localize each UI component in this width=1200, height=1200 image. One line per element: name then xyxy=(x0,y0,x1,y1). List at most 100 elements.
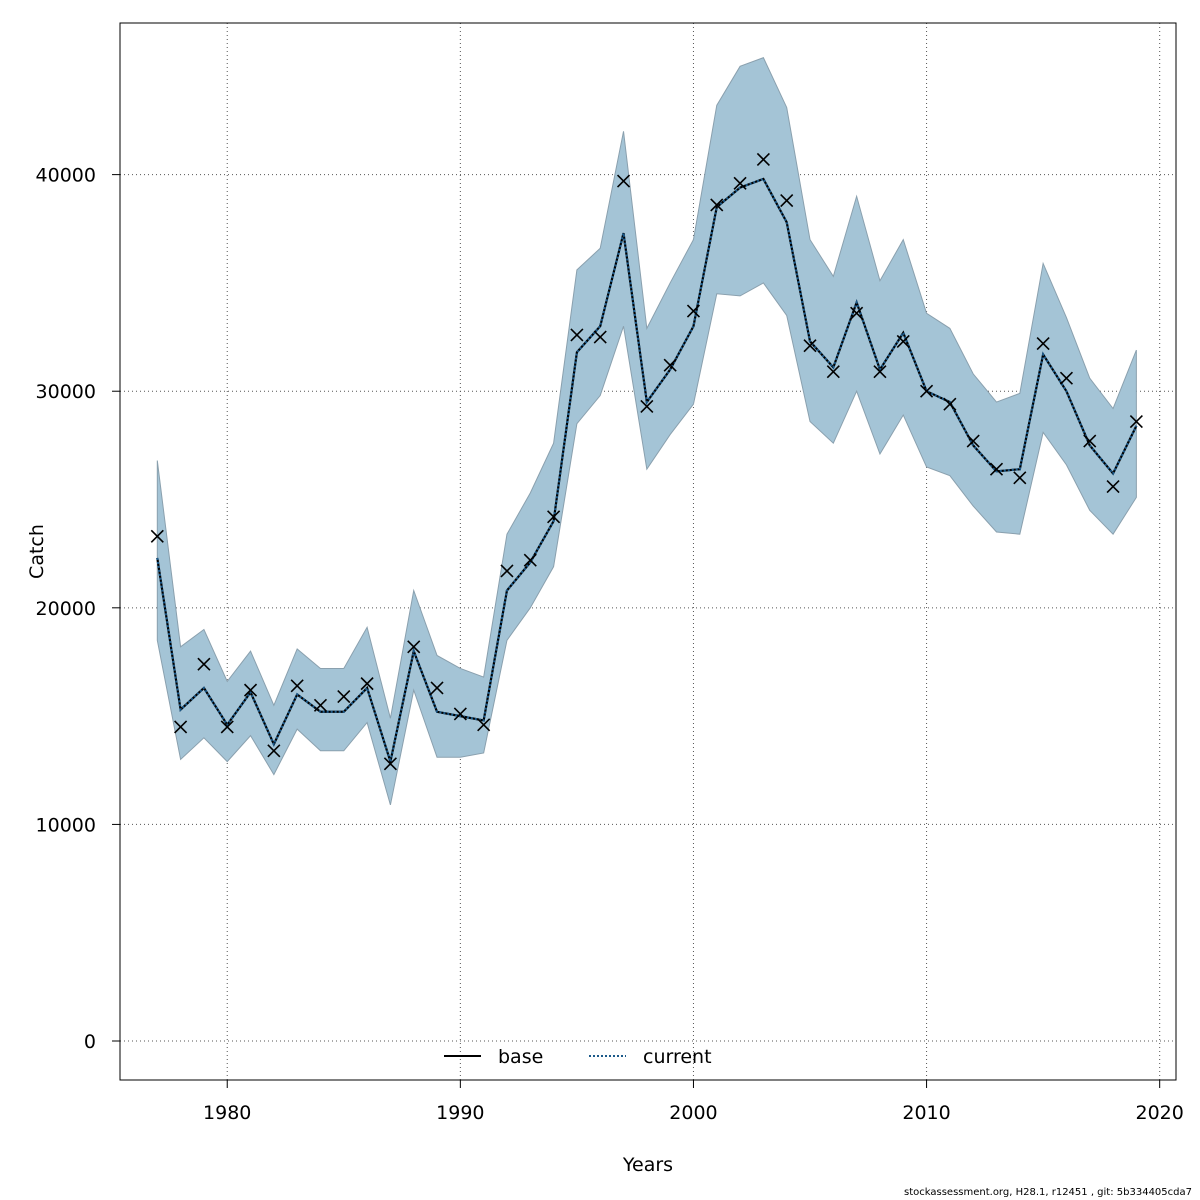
x-tick-label: 2010 xyxy=(902,1102,950,1124)
observed-point xyxy=(290,679,304,693)
observed-point-stroke xyxy=(174,720,188,734)
observed-point-stroke xyxy=(780,194,794,208)
observed-point xyxy=(1013,471,1027,485)
observed-point-stroke xyxy=(803,339,817,353)
y-tick-label: 20000 xyxy=(36,598,96,620)
y-tick-label: 40000 xyxy=(36,165,96,187)
observed-point xyxy=(593,330,607,344)
observed-point xyxy=(360,677,374,691)
observed-point xyxy=(220,720,234,734)
x-axis-title: Years xyxy=(622,1154,673,1176)
observed-point-stroke xyxy=(1013,471,1027,485)
observed-point-stroke xyxy=(1083,434,1097,448)
plot-frame xyxy=(119,22,1177,1081)
observed-point xyxy=(430,681,444,695)
series-lines xyxy=(156,177,1138,766)
observed-point xyxy=(523,553,537,567)
observed-point-stroke xyxy=(943,397,957,411)
observed-point-stroke xyxy=(407,640,421,654)
series-line-current xyxy=(156,177,1138,766)
confidence-band-area xyxy=(156,57,1137,806)
observed-point-stroke xyxy=(430,681,444,695)
observed-point-stroke xyxy=(1059,371,1074,385)
observed-point-stroke xyxy=(197,657,211,671)
observed-point xyxy=(966,434,980,448)
observed-point xyxy=(733,176,747,190)
observed-point-stroke xyxy=(1129,414,1143,429)
observed-point xyxy=(780,194,794,208)
observed-point xyxy=(1129,414,1143,429)
observed-point-stroke xyxy=(1106,479,1120,494)
observed-point-stroke xyxy=(966,434,980,448)
observed-point xyxy=(803,339,817,353)
observed-point xyxy=(710,198,724,212)
confidence-band xyxy=(156,57,1137,806)
legend: base current xyxy=(444,1046,712,1068)
observed-point-stroke xyxy=(337,690,351,704)
y-axis-title: Catch xyxy=(26,524,48,579)
observed-point-stroke xyxy=(523,553,537,567)
y-tick-label: 0 xyxy=(84,1031,96,1053)
observed-point xyxy=(640,399,654,413)
observed-point xyxy=(663,358,677,372)
observed-point xyxy=(547,510,561,524)
legend-current-label: current xyxy=(643,1046,712,1068)
x-tick-label: 2020 xyxy=(1136,1102,1184,1124)
observed-point xyxy=(1036,336,1050,351)
observed-point-stroke xyxy=(383,757,397,771)
observed-point-stroke xyxy=(290,679,304,693)
x-tick-label: 1980 xyxy=(203,1102,251,1124)
observed-point xyxy=(174,720,188,734)
observed-point xyxy=(407,640,421,654)
observed-point-stroke xyxy=(593,330,607,344)
legend-base-label: base xyxy=(498,1046,543,1068)
observed-point xyxy=(243,683,258,697)
observed-point-stroke xyxy=(873,365,887,379)
observed-point-stroke xyxy=(733,176,747,190)
observed-point xyxy=(826,365,840,379)
observed-point-stroke xyxy=(896,334,910,348)
observed-point-stroke xyxy=(220,720,234,734)
observed-point-stroke xyxy=(500,564,514,578)
observed-point-stroke xyxy=(150,529,164,543)
observed-point-stroke xyxy=(547,510,561,524)
observed-point xyxy=(850,306,864,320)
observed-point-stroke xyxy=(826,365,840,379)
observed-point xyxy=(313,698,328,712)
observed-point xyxy=(500,564,514,578)
observed-point xyxy=(896,334,910,348)
y-tick-label: 10000 xyxy=(36,814,96,836)
observed-point xyxy=(756,152,770,167)
observed-point-stroke xyxy=(920,384,934,398)
y-tick-label: 30000 xyxy=(36,381,96,403)
observed-point-stroke xyxy=(360,677,374,691)
observed-point xyxy=(1106,479,1120,494)
observed-point xyxy=(267,744,281,758)
observed-point xyxy=(616,174,631,188)
observed-point xyxy=(197,657,211,671)
observed-point-stroke xyxy=(267,744,281,758)
footer-credit: stockassessment.org, H28.1, r12451 , git… xyxy=(904,1187,1192,1198)
observed-point-stroke xyxy=(453,707,467,721)
observed-point-stroke xyxy=(756,152,770,167)
observed-point-stroke xyxy=(477,718,491,732)
observed-point xyxy=(150,529,164,543)
observed-point-stroke xyxy=(710,198,724,212)
observed-point-stroke xyxy=(686,304,701,318)
observed-point xyxy=(920,384,934,398)
axes: 1980 1990 2000 2010 2020 0 10000 20000 30000 4000… xyxy=(36,165,1184,1124)
observed-point xyxy=(873,365,887,379)
grid xyxy=(120,23,1176,1080)
observed-point xyxy=(686,304,701,318)
observed-point xyxy=(477,718,491,732)
observed-point-stroke xyxy=(616,174,631,188)
observed-point-stroke xyxy=(850,306,864,320)
observed-point-stroke xyxy=(243,683,258,697)
observed-point xyxy=(1059,371,1074,385)
observed-point-stroke xyxy=(313,698,328,712)
observed-point-stroke xyxy=(570,328,584,342)
observed-point xyxy=(1083,434,1097,448)
observed-point xyxy=(383,757,397,771)
observed-point xyxy=(989,462,1004,476)
